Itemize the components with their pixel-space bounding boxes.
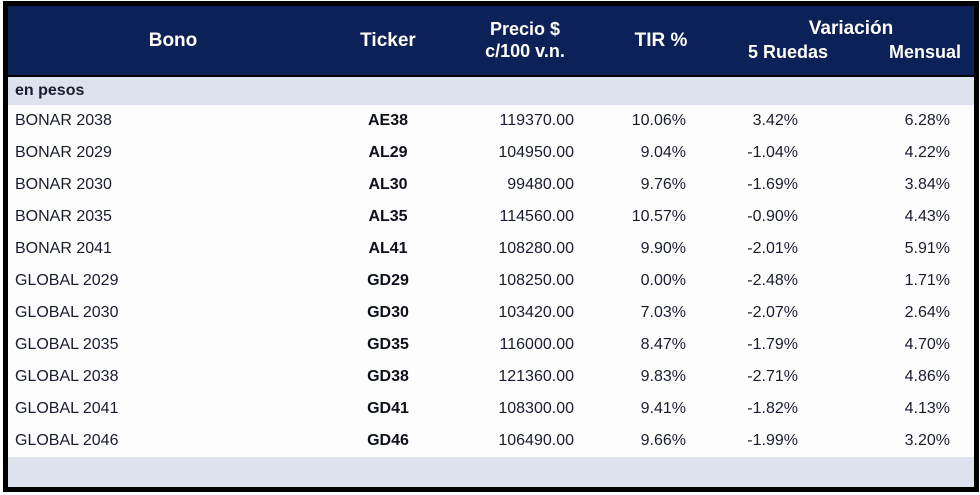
- bond-name-cell: GLOBAL 2038: [15, 368, 119, 385]
- bond-tir-cell: 9.66%: [640, 432, 686, 449]
- column-header-precio: Precio $ c/100 v.n.: [438, 19, 596, 63]
- bond-name-cell: BONAR 2029: [15, 144, 112, 161]
- bond-ticker-cell: GD38: [367, 368, 409, 385]
- bond-ticker-cell: GD29: [367, 272, 409, 289]
- bond-var-mensual-cell: 3.20%: [904, 432, 950, 449]
- column-header-ticker: Ticker: [360, 29, 416, 51]
- column-header-tir: TIR %: [634, 29, 688, 51]
- bond-tir-cell: 9.90%: [640, 240, 686, 257]
- bond-price-cell: 114560.00: [499, 208, 574, 225]
- bond-name-cell: BONAR 2038: [15, 112, 112, 129]
- table-row: BONAR 2030 AL30 99480.00 9.76% -1.69% 3.…: [8, 169, 974, 201]
- table-row: GLOBAL 2041 GD41 108300.00 9.41% -1.82% …: [8, 393, 974, 425]
- bond-price-cell: 116000.00: [499, 336, 574, 353]
- column-header-precio-line2: c/100 v.n.: [485, 40, 565, 61]
- bond-ticker-cell: AL30: [368, 176, 408, 193]
- bond-var-mensual-cell: 1.71%: [904, 272, 950, 289]
- section-label: en pesos: [15, 82, 85, 99]
- bond-price-cell: 121360.00: [498, 368, 574, 385]
- column-header-variacion: Variación: [808, 17, 894, 39]
- bond-var-5ruedas-cell: -1.82%: [747, 400, 798, 417]
- table-row: BONAR 2038 AE38 119370.00 10.06% 3.42% 6…: [8, 105, 974, 137]
- bond-price-cell: 108250.00: [498, 272, 574, 289]
- bond-var-mensual-cell: 4.86%: [904, 368, 950, 385]
- bond-name-cell: GLOBAL 2035: [15, 336, 119, 353]
- bond-name-cell: BONAR 2035: [15, 208, 112, 225]
- column-header-variacion-group: Variación 5 Ruedas Mensual: [706, 17, 974, 64]
- bond-ticker-cell: AL29: [368, 144, 408, 161]
- bond-var-5ruedas-cell: -0.90%: [747, 208, 798, 225]
- bond-tir-cell: 7.03%: [640, 304, 686, 321]
- bond-tir-cell: 9.41%: [640, 400, 686, 417]
- bond-tir-cell: 9.76%: [640, 176, 686, 193]
- footer-band: [8, 457, 974, 487]
- bond-ticker-cell: GD46: [367, 432, 409, 449]
- bond-tir-cell: 9.04%: [640, 144, 686, 161]
- bond-var-5ruedas-cell: -2.01%: [747, 240, 798, 257]
- bond-price-table: Bono Ticker Precio $ c/100 v.n. TIR % Va…: [3, 1, 979, 492]
- bond-price-cell: 103420.00: [498, 304, 574, 321]
- column-header-5-ruedas: 5 Ruedas: [747, 42, 829, 63]
- bond-tir-cell: 10.57%: [631, 208, 686, 225]
- bond-var-5ruedas-cell: 3.42%: [752, 112, 798, 129]
- bond-var-mensual-cell: 4.70%: [904, 336, 950, 353]
- bond-tir-cell: 8.47%: [640, 336, 686, 353]
- bond-name-cell: BONAR 2041: [15, 240, 112, 257]
- table-row: GLOBAL 2030 GD30 103420.00 7.03% -2.07% …: [8, 297, 974, 329]
- bond-ticker-cell: AE38: [367, 112, 409, 129]
- bond-var-mensual-cell: 2.64%: [904, 304, 950, 321]
- bond-name-cell: GLOBAL 2030: [15, 304, 119, 321]
- bond-ticker-cell: GD35: [367, 336, 409, 353]
- bond-var-5ruedas-cell: -2.07%: [747, 304, 798, 321]
- bond-tir-cell: 0.00%: [640, 272, 686, 289]
- bond-price-cell: 108280.00: [498, 240, 574, 257]
- bond-var-mensual-cell: 4.13%: [904, 400, 950, 417]
- bond-tir-cell: 10.06%: [631, 112, 686, 129]
- column-header-precio-line1: Precio $: [489, 18, 561, 39]
- bond-var-mensual-cell: 5.91%: [904, 240, 950, 257]
- table-row: GLOBAL 2038 GD38 121360.00 9.83% -2.71% …: [8, 361, 974, 393]
- bond-name-cell: BONAR 2030: [15, 176, 112, 193]
- bond-var-5ruedas-cell: -1.04%: [747, 144, 798, 161]
- bond-ticker-cell: GD30: [367, 304, 409, 321]
- table-row: BONAR 2035 AL35 114560.00 10.57% -0.90% …: [8, 201, 974, 233]
- bond-var-mensual-cell: 4.43%: [904, 208, 950, 225]
- bond-var-mensual-cell: 4.22%: [904, 144, 950, 161]
- table-row: GLOBAL 2029 GD29 108250.00 0.00% -2.48% …: [8, 265, 974, 297]
- bond-var-5ruedas-cell: -1.79%: [747, 336, 798, 353]
- table-header-row: Bono Ticker Precio $ c/100 v.n. TIR % Va…: [8, 6, 974, 77]
- bond-var-5ruedas-cell: -2.71%: [747, 368, 798, 385]
- bond-var-5ruedas-cell: -1.69%: [747, 176, 798, 193]
- bond-ticker-cell: AL41: [368, 240, 408, 257]
- bond-name-cell: GLOBAL 2046: [15, 432, 119, 449]
- bond-price-cell: 119370.00: [499, 112, 574, 129]
- bond-ticker-cell: GD41: [367, 400, 409, 417]
- bond-name-cell: GLOBAL 2041: [15, 400, 119, 417]
- bond-var-mensual-cell: 3.84%: [904, 176, 950, 193]
- bond-var-5ruedas-cell: -2.48%: [747, 272, 798, 289]
- column-header-mensual: Mensual: [888, 42, 962, 63]
- bond-ticker-cell: AL35: [368, 208, 408, 225]
- table-row: GLOBAL 2035 GD35 116000.00 8.47% -1.79% …: [8, 329, 974, 361]
- bond-var-mensual-cell: 6.28%: [904, 112, 950, 129]
- bond-price-cell: 104950.00: [498, 144, 574, 161]
- bond-price-cell: 106490.00: [498, 432, 574, 449]
- variacion-subheaders: 5 Ruedas Mensual: [706, 41, 974, 64]
- table-body: BONAR 2038 AE38 119370.00 10.06% 3.42% 6…: [8, 105, 974, 457]
- section-band-en-pesos: en pesos: [8, 77, 974, 105]
- bond-var-5ruedas-cell: -1.99%: [747, 432, 798, 449]
- table-row: BONAR 2029 AL29 104950.00 9.04% -1.04% 4…: [8, 137, 974, 169]
- table-row: GLOBAL 2046 GD46 106490.00 9.66% -1.99% …: [8, 425, 974, 457]
- bond-price-cell: 108300.00: [498, 400, 574, 417]
- bond-price-cell: 99480.00: [507, 176, 574, 193]
- bond-tir-cell: 9.83%: [640, 368, 686, 385]
- table-row: BONAR 2041 AL41 108280.00 9.90% -2.01% 5…: [8, 233, 974, 265]
- column-header-bono: Bono: [148, 29, 198, 51]
- bond-name-cell: GLOBAL 2029: [15, 272, 119, 289]
